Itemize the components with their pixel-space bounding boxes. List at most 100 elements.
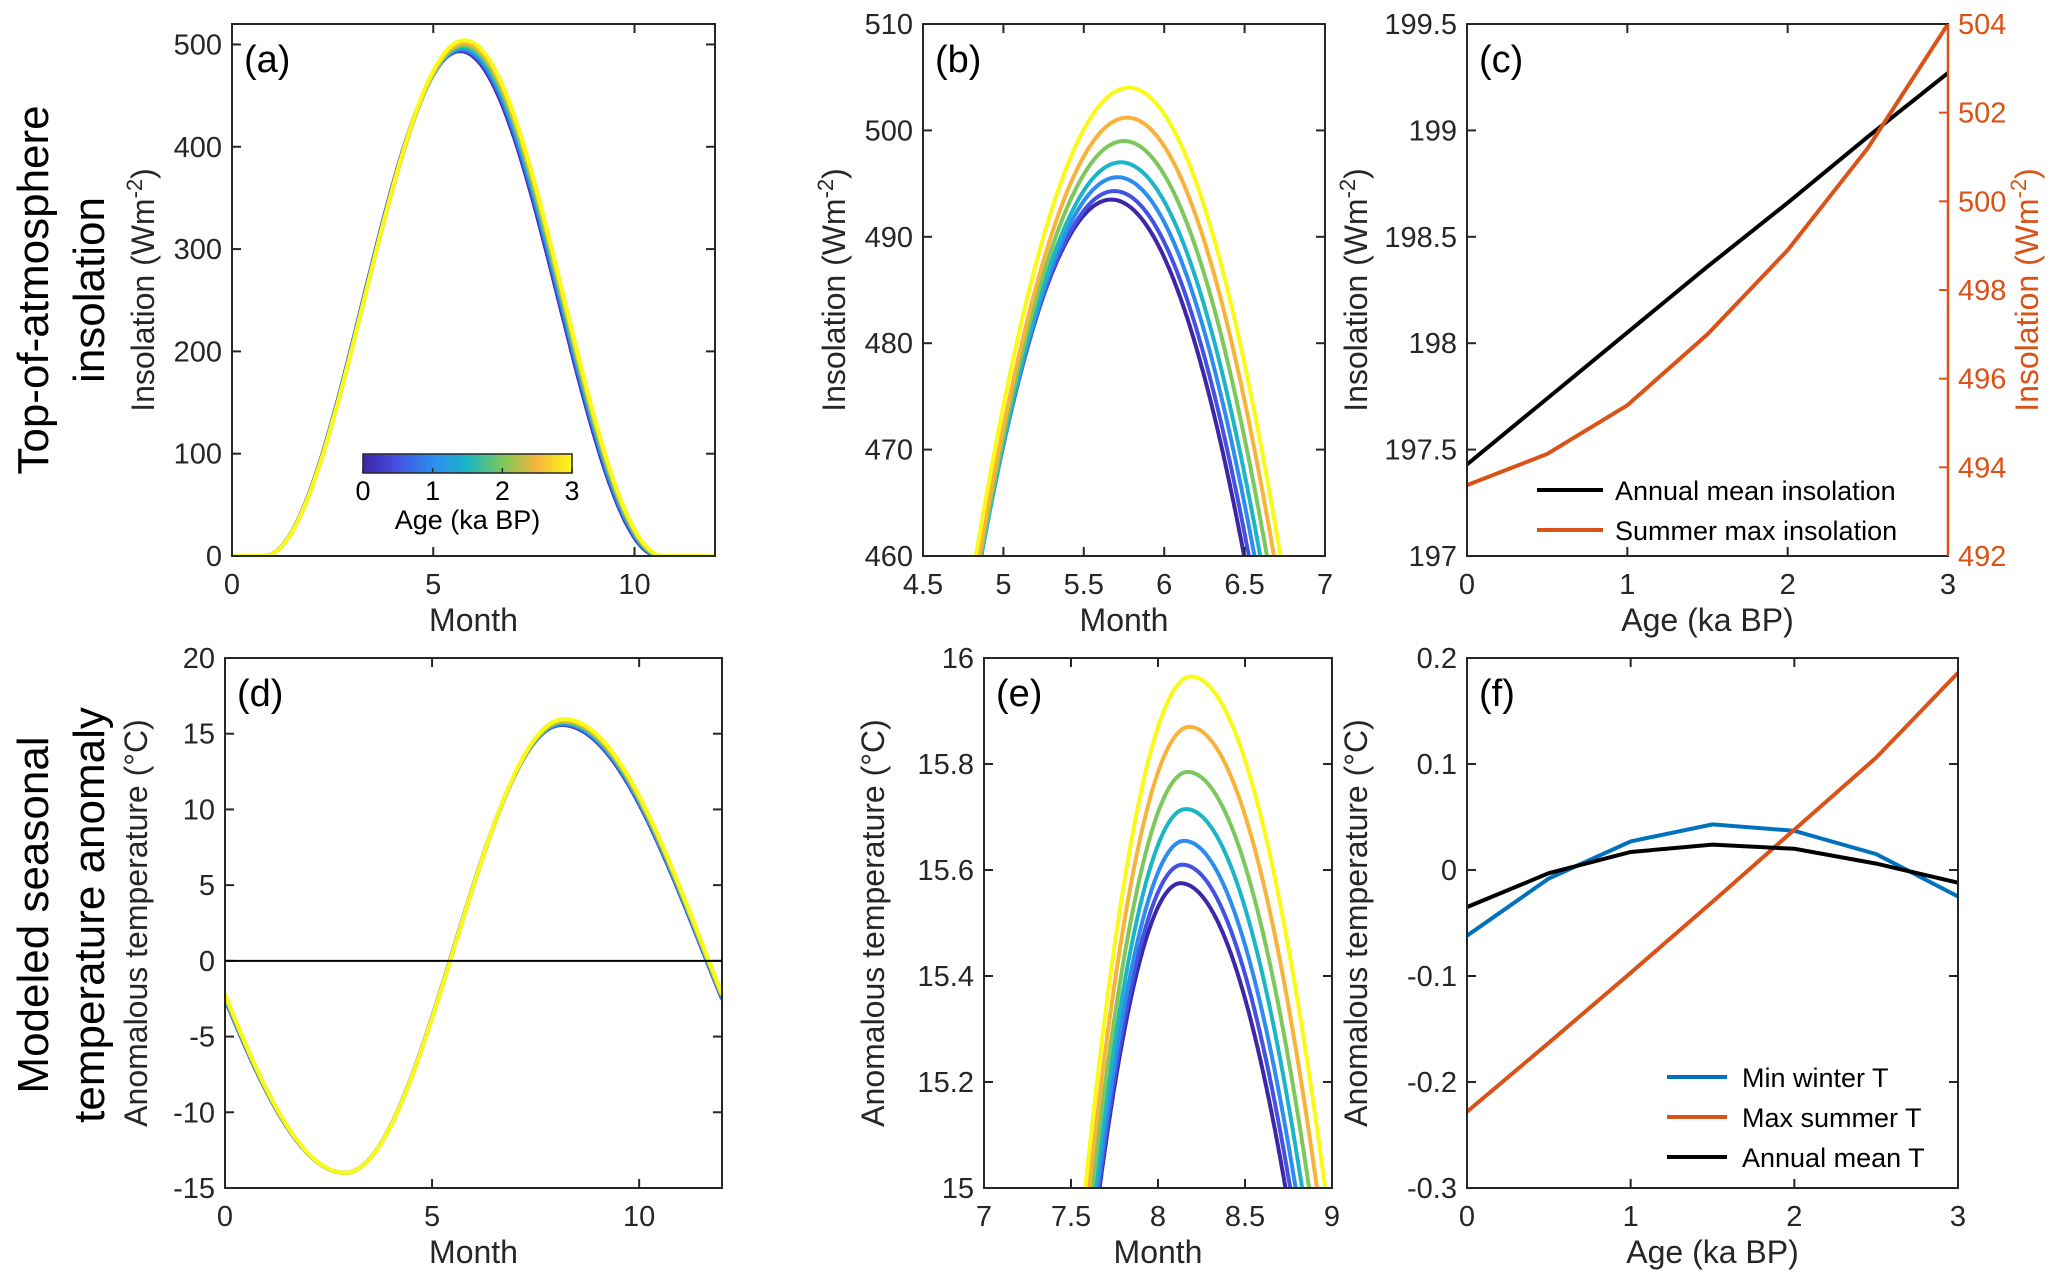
y-axis-label: Insolation (Wm-2) [813, 168, 852, 412]
row-label-top-line1: Top-of-atmosphere [9, 105, 58, 474]
colorbar-tick-label: 2 [495, 476, 510, 506]
y-tick-label: 15 [942, 1173, 974, 1205]
panel-letter: (f) [1479, 673, 1515, 715]
line-min-winter-t [1467, 822, 1958, 938]
colorbar-tick-label: 3 [564, 476, 579, 506]
axes-box [922, 23, 1326, 557]
temperature-curve-age-2.5 [225, 718, 722, 1175]
axes-box [231, 23, 716, 557]
insolation-curve-age-3 [973, 85, 1283, 556]
temperature-curve-age-0 [225, 723, 722, 1175]
y-tick-label: 198 [1409, 328, 1457, 360]
insolation-curve-age-2 [232, 43, 715, 556]
axes-box [224, 657, 723, 1189]
x-tick-label: 0 [224, 569, 240, 601]
y-right-tick-label: 492 [1958, 541, 2006, 573]
y-axis-label: Anomalous temperature (°C) [118, 719, 154, 1127]
insolation-curve-age-2.5 [977, 115, 1276, 556]
colorbar-label: Age (ka BP) [395, 505, 541, 535]
x-tick-label: 6 [1156, 569, 1172, 601]
panel-e: 7 7.5 8 8.5 9 15 15.2 15.4 15.6 15.8 16 Month Anomal… [855, 643, 1340, 1270]
temperature-curve-age-2 [1090, 769, 1312, 1188]
panel-f: 0 1 2 3 -0.3 -0.2 -0.1 0 0.1 0.2 Age (ka BP) Anomal… [1338, 643, 1966, 1270]
panel-letter: (d) [237, 673, 283, 715]
plot-area [973, 85, 1283, 556]
y-tick-label: 510 [865, 9, 913, 41]
y-axis-label: Insolation (Wm-2) [122, 168, 161, 412]
y-tick-label: 0 [206, 541, 222, 573]
y-tick-label: -0.2 [1407, 1067, 1457, 1099]
y-tick-label: 500 [174, 29, 222, 61]
y-tick-label: 16 [942, 643, 974, 675]
panel-letter: (e) [996, 673, 1042, 715]
x-tick-label: 2 [1780, 569, 1796, 601]
temperature-curve-age-1 [225, 721, 722, 1175]
insolation-curve-age-2.5 [232, 41, 715, 556]
temperature-curve-age-0.5 [225, 722, 722, 1175]
x-tick-label: 5 [995, 569, 1011, 601]
x-tick-label: 6.5 [1224, 569, 1264, 601]
plot-area [225, 717, 722, 1175]
temperature-curve-age-2.5 [1087, 724, 1319, 1188]
x-tick-label: 8 [1150, 1201, 1166, 1233]
y-tick-label: 400 [174, 132, 222, 164]
line-annual-mean-insolation [1467, 71, 1948, 467]
y-tick-label: 460 [865, 541, 913, 573]
x-axis-label: Age (ka BP) [1626, 1234, 1799, 1270]
x-tick-label: 4.5 [903, 569, 943, 601]
y-tick-label: 15.2 [918, 1067, 974, 1099]
insolation-curve-age-0 [232, 49, 715, 556]
insolation-curve-age-0.5 [232, 48, 715, 556]
y-tick-label: -10 [173, 1097, 215, 1129]
y-tick-label: 500 [865, 115, 913, 147]
y-tick-label: -5 [189, 1022, 215, 1054]
y-tick-label: -0.3 [1407, 1173, 1457, 1205]
x-tick-label: 2 [1786, 1201, 1802, 1233]
y-tick-label: 199 [1409, 115, 1457, 147]
row-label-top-line2: insolation [65, 197, 114, 383]
x-tick-label: 5.5 [1064, 569, 1104, 601]
line-max-summer-t [1467, 671, 1958, 1114]
temperature-curve-age-1 [1095, 838, 1298, 1188]
y-tick-label: 0 [199, 946, 215, 978]
legend-label: Summer max insolation [1615, 516, 1897, 546]
y-right-tick-label: 500 [1958, 186, 2006, 218]
y-tick-label: 200 [174, 336, 222, 368]
y-axis-label: Anomalous temperature (°C) [1338, 719, 1374, 1127]
y-tick-label: 300 [174, 234, 222, 266]
colorbar [362, 453, 573, 474]
x-axis-label: Month [1114, 1234, 1203, 1270]
x-tick-label: 0 [217, 1201, 233, 1233]
y-tick-label: 0 [1441, 855, 1457, 887]
legend-label: Min winter T [1742, 1063, 1889, 1093]
y-right-tick-label: 502 [1958, 98, 2006, 130]
panel-c: 0 1 2 3 197 197.5 198 198.5 199 199.5 492 494 496 498… [1335, 9, 2045, 638]
plot-area [232, 38, 715, 556]
y-tick-label: 15.8 [918, 749, 974, 781]
x-tick-label: 9 [1324, 1201, 1340, 1233]
y-tick-label: 480 [865, 328, 913, 360]
row-label-bottom-line1: Modeled seasonal [9, 736, 58, 1093]
x-tick-label: 7 [976, 1201, 992, 1233]
y-tick-label: 470 [865, 435, 913, 467]
x-tick-label: 5 [425, 569, 441, 601]
panel-letter: (c) [1479, 39, 1523, 81]
x-axis-label: Month [429, 1234, 518, 1270]
x-tick-label: 5 [424, 1201, 440, 1233]
x-tick-label: 3 [1940, 569, 1956, 601]
insolation-curve-age-3 [232, 38, 715, 556]
temperature-curve-age-2 [225, 719, 722, 1175]
legend-label: Max summer T [1742, 1103, 1922, 1133]
panel-letter: (a) [244, 39, 290, 81]
plot-area [1467, 671, 1958, 1114]
temperature-curve-age-3 [225, 717, 722, 1175]
insolation-curve-age-1 [232, 47, 715, 556]
y-tick-label: 5 [199, 870, 215, 902]
x-tick-label: 0 [1459, 1201, 1475, 1233]
x-tick-label: 1 [1623, 1201, 1639, 1233]
line-summer-max-insolation [1467, 24, 1948, 487]
panel-letter: (b) [935, 39, 981, 81]
